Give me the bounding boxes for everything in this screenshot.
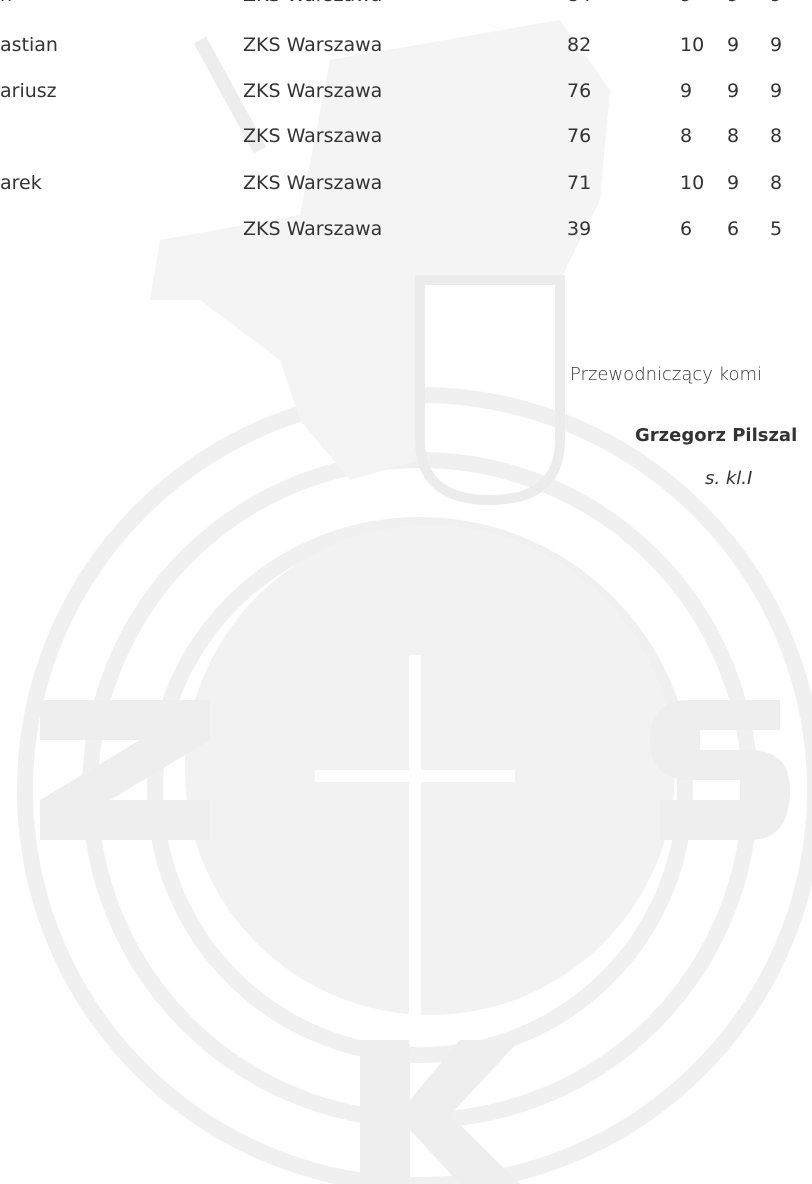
total-score: 76: [567, 124, 591, 148]
signature-name: Grzegorz Pilszal: [635, 425, 797, 446]
series-score: 9: [727, 171, 739, 195]
series-score: 9: [680, 0, 692, 7]
series-score: 8: [770, 171, 782, 195]
club: ZKS Warszawa: [243, 217, 382, 241]
series-score: 9: [727, 79, 739, 103]
series-score: 8: [680, 124, 692, 148]
club: ZKS Warszawa: [243, 79, 382, 103]
total-score: 71: [567, 171, 591, 195]
series-score: 8: [770, 124, 782, 148]
club: ZKS Warszawa: [243, 0, 382, 7]
series-score: 5: [770, 217, 782, 241]
series-score: 9: [680, 79, 692, 103]
series-score: 9: [727, 33, 739, 57]
club: ZKS Warszawa: [243, 171, 382, 195]
total-score: 76: [567, 79, 591, 103]
series-score: 8: [727, 124, 739, 148]
series-score: 9: [770, 0, 782, 7]
series-score: 10: [680, 33, 704, 57]
club: ZKS Warszawa: [243, 124, 382, 148]
athlete-name: n: [0, 0, 12, 7]
club: ZKS Warszawa: [243, 33, 382, 57]
page: n ZKS Warszawa 84 9 9 9 astian ZKS Warszawa 82 10…: [0, 0, 812, 1184]
total-score: 82: [567, 33, 591, 57]
signature-role: Przewodniczący komi: [570, 364, 762, 385]
athlete-name: arek: [0, 171, 42, 195]
athlete-name: ariusz: [0, 79, 57, 103]
series-score: 9: [770, 79, 782, 103]
total-score: 84: [567, 0, 591, 7]
series-score: 6: [727, 217, 739, 241]
series-score: 6: [680, 217, 692, 241]
series-score: 9: [727, 0, 739, 7]
total-score: 39: [567, 217, 591, 241]
signature-rank: s. kl.I: [705, 468, 752, 489]
athlete-name: astian: [0, 33, 58, 57]
series-score: 9: [770, 33, 782, 57]
series-score: 10: [680, 171, 704, 195]
